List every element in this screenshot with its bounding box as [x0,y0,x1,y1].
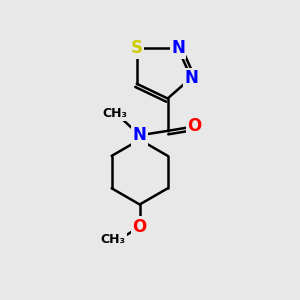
Text: CH₃: CH₃ [101,233,126,246]
Text: O: O [133,218,147,236]
Text: N: N [133,126,147,144]
Text: O: O [187,117,201,135]
Text: N: N [171,39,185,57]
Text: S: S [131,39,143,57]
Text: CH₃: CH₃ [102,107,127,120]
Text: N: N [184,69,198,87]
